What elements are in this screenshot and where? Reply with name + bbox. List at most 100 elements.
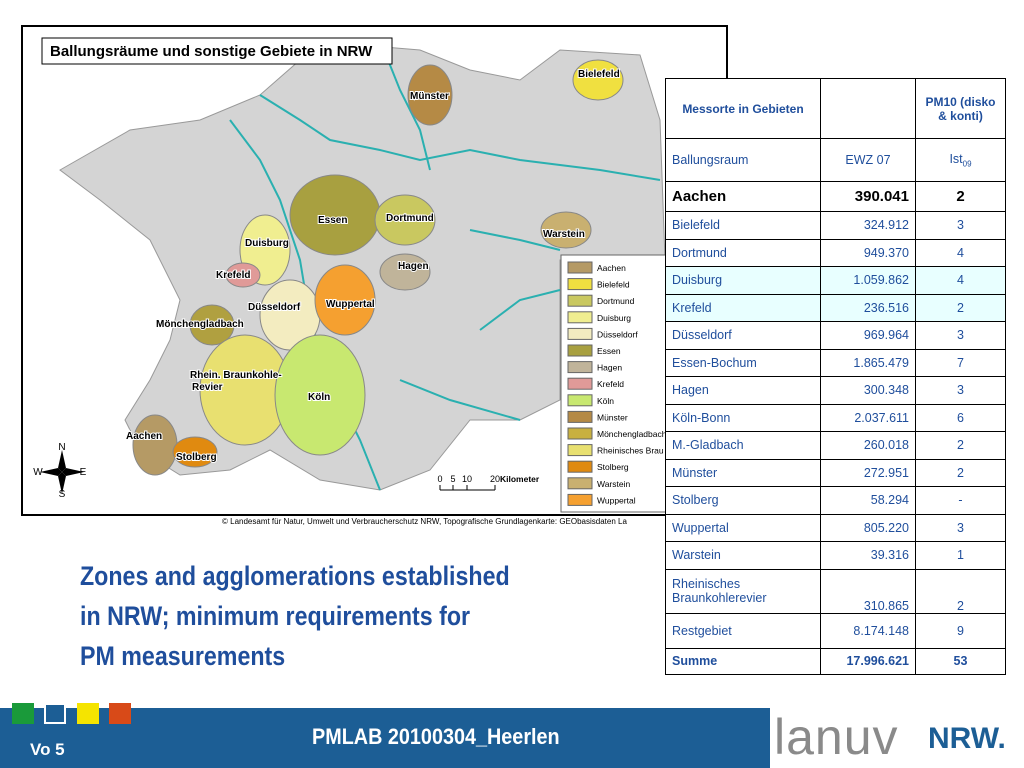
legend-label: Hagen <box>597 363 622 373</box>
legend-label: Essen <box>597 346 621 356</box>
legend-swatch <box>567 493 593 506</box>
region <box>407 64 453 126</box>
table-cell: 949.370 <box>820 238 916 267</box>
legend-label: Warstein <box>597 479 630 489</box>
table-cell: 310.865 <box>820 568 916 614</box>
table-cell: - <box>915 486 1006 515</box>
table-cell: Köln-Bonn <box>665 403 821 432</box>
table-row: M.-Gladbach 260.018 2 <box>665 431 1006 460</box>
region-label: Mönchengladbach <box>156 319 244 330</box>
map-credit: © Landesamt für Natur, Umwelt und Verbra… <box>222 517 627 526</box>
legend-swatch <box>567 361 593 374</box>
table-cell: 8.174.148 <box>820 612 916 649</box>
table-row: Köln-Bonn 2.037.611 6 <box>665 403 1006 432</box>
table-cell: Restgebiet <box>665 612 821 649</box>
table-cell: 9 <box>915 612 1006 649</box>
deco-square <box>109 703 131 724</box>
table-cell: 300.348 <box>820 376 916 405</box>
table-cell: 236.516 <box>820 293 916 322</box>
logo-main: lanuv <box>774 709 899 765</box>
compass-label: S <box>59 489 66 500</box>
table-cell: 17.996.621 <box>820 647 916 675</box>
legend-swatch <box>567 294 593 307</box>
region-label: Hagen <box>398 261 429 272</box>
legend-swatch <box>567 327 593 340</box>
table-cell: Rheinisches Braunkohlerevier <box>665 568 821 614</box>
logo-area: lanuv NRW. <box>770 708 1024 768</box>
table-cell: 969.964 <box>820 321 916 350</box>
table-cell: 3 <box>915 376 1006 405</box>
table-row: Krefeld 236.516 2 <box>665 293 1006 322</box>
region <box>374 194 436 246</box>
map-title: Ballungsräume und sonstige Gebiete in NR… <box>50 43 373 60</box>
region-label: Köln <box>308 392 330 403</box>
page-number: Vo 5 <box>30 740 65 759</box>
table-cell: Krefeld <box>665 293 821 322</box>
legend-swatch <box>567 460 593 473</box>
legend-label: Mönchengladbach <box>597 429 667 439</box>
table-row: Dortmund 949.370 4 <box>665 238 1006 267</box>
region <box>274 334 366 456</box>
table-cell: 3 <box>915 211 1006 240</box>
legend-swatch <box>567 311 593 324</box>
header-row: Messorte in Gebieten PM10 (disko & konti… <box>665 78 1006 139</box>
table-row: Bielefeld 324.912 3 <box>665 211 1006 240</box>
table-cell: 260.018 <box>820 431 916 460</box>
table-cell: 7 <box>915 348 1006 377</box>
deco-square <box>44 703 66 724</box>
table-row: Münster 272.951 2 <box>665 458 1006 487</box>
subheader-cell: EWZ 07 <box>820 138 916 182</box>
table-cell: 6 <box>915 403 1006 432</box>
region <box>572 59 624 101</box>
header-cell <box>820 78 916 139</box>
region <box>540 211 592 249</box>
scale-label: 0 <box>437 474 442 484</box>
legend-label: Stolberg <box>597 462 629 472</box>
table-cell: 2 <box>915 181 1006 212</box>
legend-label: Dortmund <box>597 296 635 306</box>
region <box>189 304 235 346</box>
region <box>132 414 178 476</box>
scale-unit: Kilometer <box>500 474 540 484</box>
table-cell: Aachen <box>665 181 821 212</box>
map: Ballungsräume und sonstige Gebiete in NR… <box>21 25 728 526</box>
table-row: Aachen 390.041 2 <box>665 181 1006 212</box>
legend-label: Duisburg <box>597 313 631 323</box>
header-cell: Messorte in Gebieten <box>665 78 821 139</box>
table-row: Duisburg 1.059.862 4 <box>665 266 1006 295</box>
region-label: Dortmund <box>386 213 434 224</box>
table-cell: Summe <box>665 647 821 675</box>
region <box>225 262 261 288</box>
table-cell: Bielefeld <box>665 211 821 240</box>
region <box>379 253 431 291</box>
title-line: PM measurements <box>80 641 286 671</box>
compass <box>40 450 84 494</box>
region-label: Münster <box>410 91 449 102</box>
table-cell: Duisburg <box>665 266 821 295</box>
table-cell: Essen-Bochum <box>665 348 821 377</box>
subheader-cell: Ist09 <box>915 138 1006 182</box>
region-label: Krefeld <box>216 270 250 281</box>
region-label: Duisburg <box>245 238 289 249</box>
table-row: Düsseldorf 969.964 3 <box>665 321 1006 350</box>
legend-label: Aachen <box>597 263 626 273</box>
legend-swatch <box>567 394 593 407</box>
legend-swatch <box>567 427 593 440</box>
table-row: Summe 17.996.621 53 <box>665 647 1006 675</box>
legend-label: Wuppertal <box>597 495 636 505</box>
pm10-table: Messorte in Gebieten PM10 (disko & konti… <box>665 78 1006 675</box>
scale-bar <box>439 485 496 491</box>
region-label: Essen <box>318 215 347 226</box>
compass-label: E <box>80 467 87 478</box>
table-cell: 1.059.862 <box>820 266 916 295</box>
table-cell: 3 <box>915 321 1006 350</box>
region-label: Bielefeld <box>578 69 620 80</box>
region-label: Stolberg <box>176 452 217 463</box>
legend-swatch <box>567 344 593 357</box>
legend-swatch <box>567 261 593 274</box>
deco-square <box>12 703 34 724</box>
legend-label: Bielefeld <box>597 280 630 290</box>
table-cell: 1.865.479 <box>820 348 916 377</box>
region-label: Wuppertal <box>326 299 375 310</box>
